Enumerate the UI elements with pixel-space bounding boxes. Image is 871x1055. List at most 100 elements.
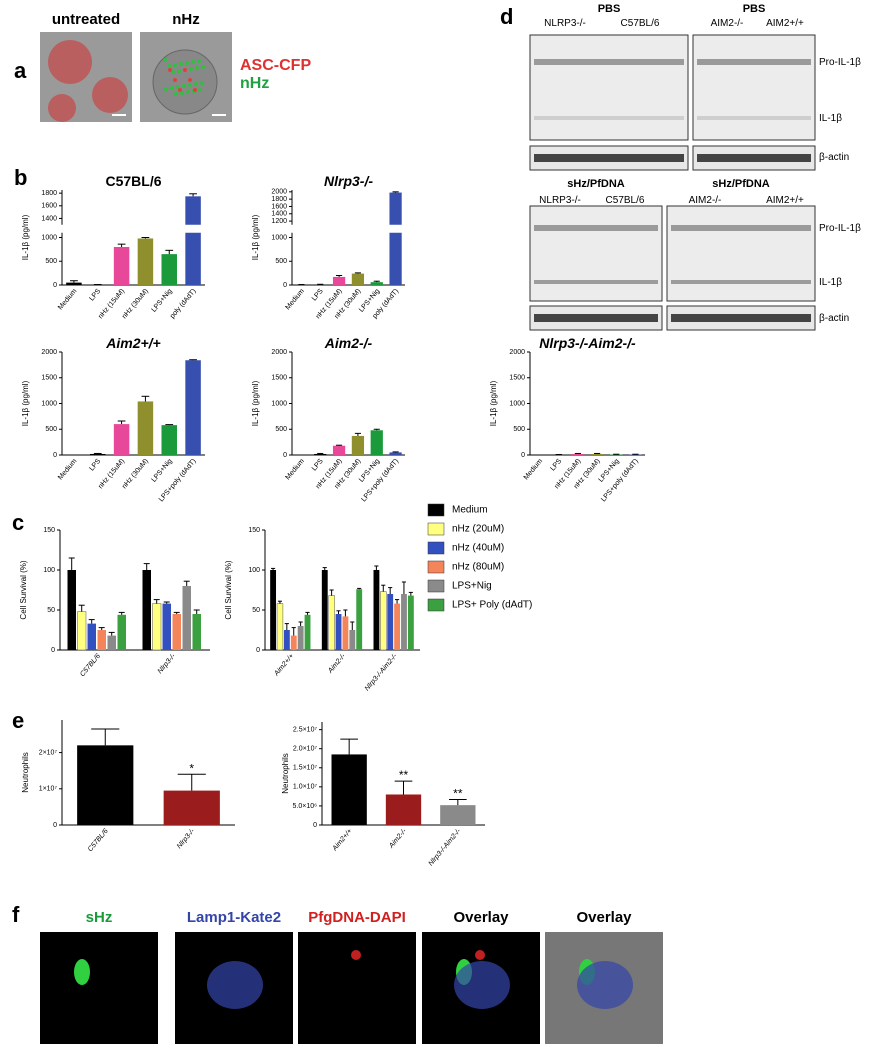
- bar: [333, 446, 345, 455]
- x-tick-label: Nlrp3-/-: [176, 827, 197, 850]
- y-tick-label: 0: [283, 452, 287, 459]
- cell: [92, 77, 128, 113]
- significance: *: [189, 761, 194, 775]
- particle: [163, 58, 167, 62]
- image-label: sHz: [86, 909, 113, 926]
- y-axis-label: Neutrophils: [281, 753, 290, 793]
- x-tick-label: C57BL/6: [79, 653, 102, 678]
- legend-label: LPS+ Poly (dAdT): [452, 600, 532, 611]
- x-tick-label: Aim2+/+: [331, 828, 354, 853]
- bar: [143, 570, 152, 650]
- y-tick-label: 150: [43, 527, 55, 534]
- x-tick-label: LPS: [311, 458, 325, 473]
- cell: [48, 94, 76, 122]
- x-tick-label: Medium: [285, 288, 306, 312]
- image-label: PfgDNA-DAPI: [308, 909, 406, 926]
- bar: [380, 592, 386, 650]
- bar: [394, 604, 400, 650]
- y-tick-label: 1500: [41, 375, 57, 382]
- x-tick-label: Nlrp3-/-Aim2-/-: [428, 827, 463, 867]
- y-tick-label: 500: [45, 258, 57, 265]
- lane-label: AIM2+/+: [766, 195, 804, 206]
- y-tick-label: 50: [47, 607, 55, 614]
- chart-title: Aim2-/-: [324, 335, 373, 351]
- x-tick-label: LPS: [88, 458, 102, 473]
- y-tick-label: 5.0×10⁶: [293, 803, 318, 810]
- legend-swatch: [428, 504, 444, 516]
- legend-label: nHz (80uM): [452, 562, 504, 573]
- bar: [333, 277, 345, 285]
- significance: **: [453, 786, 463, 800]
- y-tick-label: 0: [521, 452, 525, 459]
- x-tick-label: C57BL/6: [87, 828, 110, 853]
- bar: [371, 430, 383, 455]
- vesicle: [454, 961, 510, 1009]
- band-label: Pro-IL-1β: [819, 223, 861, 234]
- bar: [386, 794, 421, 825]
- y-axis-label: Neutrophils: [21, 752, 30, 792]
- cell: [48, 40, 92, 84]
- bar: [90, 454, 105, 455]
- bar: [389, 452, 401, 455]
- panel-label: a: [14, 58, 27, 83]
- bar: [356, 589, 362, 650]
- bar: [387, 594, 393, 650]
- y-tick-label: 1000: [271, 234, 287, 241]
- dna: [351, 950, 361, 960]
- bar: [173, 614, 182, 650]
- bar: [162, 425, 177, 455]
- legend-label: Medium: [452, 505, 488, 516]
- legend-swatch: [428, 599, 444, 611]
- y-axis-label: IL-1β (pg/ml): [21, 380, 30, 426]
- x-tick-label: LPS+Nig: [151, 288, 174, 314]
- x-tick-label: LPS: [88, 288, 102, 303]
- bar: [291, 636, 297, 650]
- lane-label: C57BL/6: [621, 18, 660, 29]
- particle: [183, 68, 187, 72]
- bar: [343, 616, 349, 650]
- bar: [305, 615, 311, 650]
- actin-band: [534, 154, 684, 162]
- particle: [189, 67, 193, 71]
- image-label: nHz: [172, 11, 200, 28]
- bar: [314, 454, 326, 455]
- particle: [186, 90, 190, 94]
- x-tick-label: LPS: [549, 458, 563, 473]
- bar: [349, 630, 355, 650]
- particle: [188, 78, 192, 82]
- y-tick-label: 2.0×10⁷: [293, 746, 318, 753]
- treatment-label: sHz/PfDNA: [567, 178, 625, 190]
- particle: [173, 63, 177, 67]
- y-tick-label: 0: [53, 282, 57, 289]
- bar: [270, 570, 276, 650]
- micrograph: [40, 932, 158, 1044]
- bar: [389, 233, 401, 285]
- bar: [298, 626, 304, 650]
- y-axis-label: IL-1β (pg/ml): [251, 214, 260, 260]
- y-axis-label: IL-1β (pg/ml): [251, 380, 260, 426]
- y-tick-label: 150: [248, 527, 260, 534]
- blot: [667, 206, 815, 301]
- lane-label: NLRP3-/-: [544, 18, 586, 29]
- x-tick-label: Aim2-/-: [327, 652, 348, 675]
- lane-label: AIM2-/-: [689, 195, 722, 206]
- particle: [164, 87, 168, 91]
- y-tick-label: 500: [513, 426, 525, 433]
- y-tick-label: 500: [275, 258, 287, 265]
- legend-label: nHz: [240, 75, 269, 92]
- cell: [153, 50, 217, 114]
- band-label: IL-1β: [819, 113, 842, 124]
- y-tick-label: 100: [248, 567, 260, 574]
- bar: [98, 630, 107, 650]
- y-tick-label: 0: [51, 647, 55, 654]
- legend-swatch: [428, 561, 444, 573]
- bar: [183, 586, 192, 650]
- y-tick-label: 1600: [41, 203, 57, 210]
- bar: [114, 424, 129, 455]
- x-tick-label: LPS+poly (dAdT): [600, 458, 640, 503]
- legend-label: nHz (20uM): [452, 524, 504, 535]
- y-tick-label: 1.0×10⁷: [293, 784, 318, 791]
- y-tick-label: 1400: [41, 215, 57, 222]
- x-tick-label: Medium: [523, 458, 544, 482]
- y-axis-label: Cell Survival (%): [19, 560, 28, 619]
